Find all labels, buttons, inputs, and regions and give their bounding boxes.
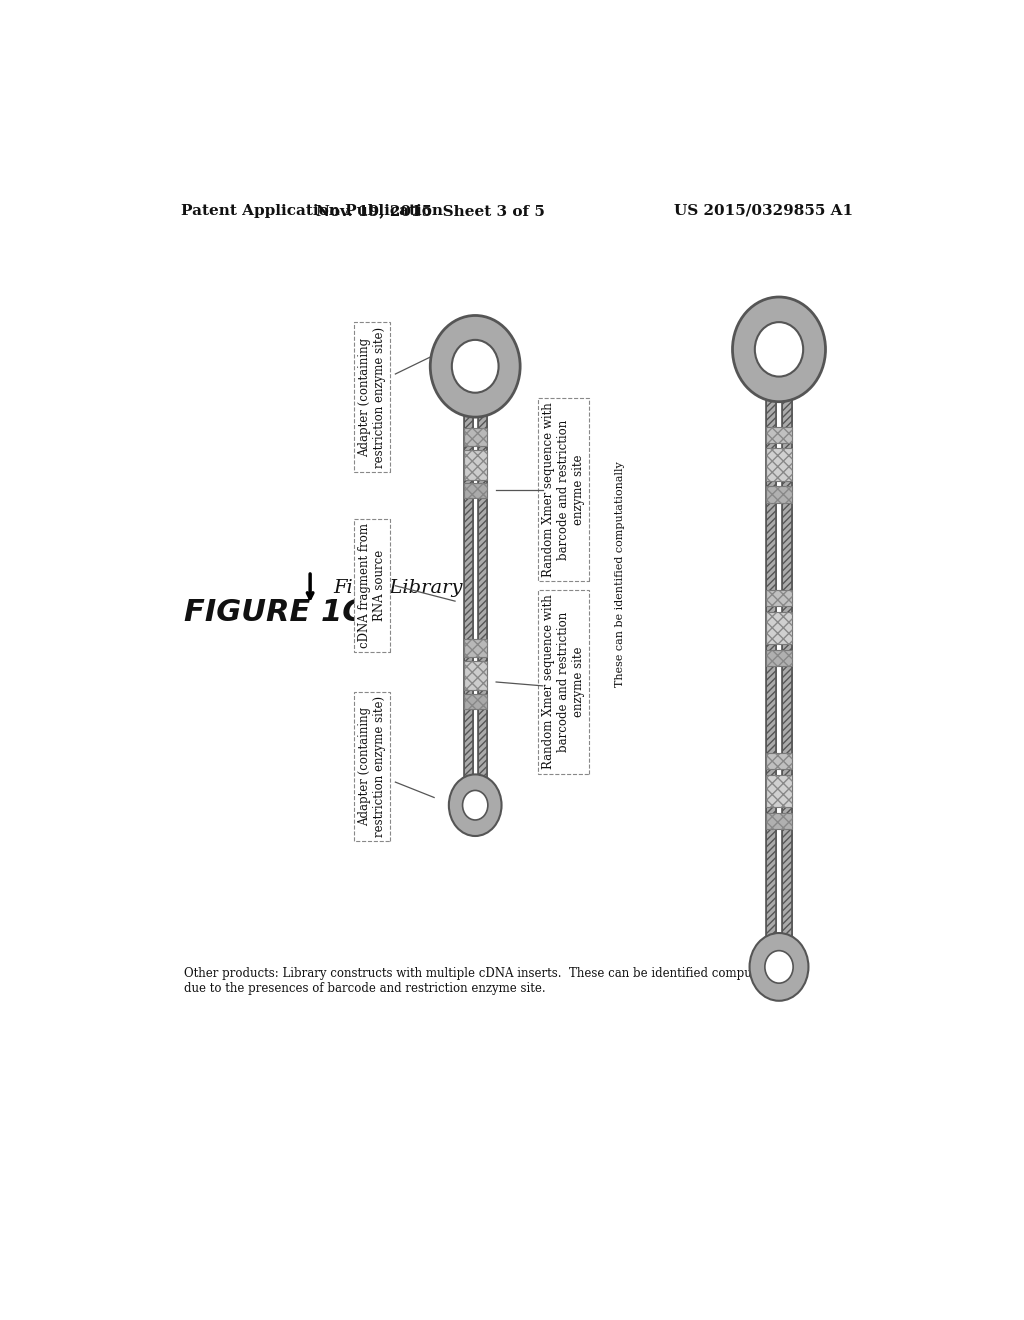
Bar — [766, 649, 792, 667]
Bar — [766, 590, 792, 606]
Bar — [766, 426, 792, 442]
Ellipse shape — [750, 933, 809, 1001]
Bar — [464, 694, 486, 709]
Bar — [766, 775, 792, 808]
Bar — [464, 428, 486, 446]
Ellipse shape — [449, 775, 502, 836]
Bar — [766, 426, 792, 442]
Bar — [781, 393, 792, 939]
Bar — [766, 393, 776, 939]
Bar — [464, 694, 486, 709]
Bar — [766, 611, 792, 644]
Ellipse shape — [765, 950, 794, 983]
Text: Adapter (containing
restriction enzyme site): Adapter (containing restriction enzyme s… — [358, 326, 386, 467]
Text: Random Xmer sequence with
barcode and restriction
enzyme site: Random Xmer sequence with barcode and re… — [542, 403, 585, 577]
Bar — [766, 611, 792, 644]
Text: These can be identified computationally: These can be identified computationally — [614, 461, 625, 688]
Ellipse shape — [430, 315, 520, 417]
Text: cDNA fragment from
RNA source: cDNA fragment from RNA source — [358, 523, 386, 648]
Bar — [766, 775, 792, 808]
Bar — [464, 661, 486, 690]
Text: Final Library: Final Library — [334, 579, 463, 597]
Text: Nov. 19, 2015  Sheet 3 of 5: Nov. 19, 2015 Sheet 3 of 5 — [315, 203, 545, 218]
Text: Patent Application Publication: Patent Application Publication — [180, 203, 442, 218]
Ellipse shape — [463, 791, 487, 820]
Bar — [766, 649, 792, 667]
Text: Other products: Library constructs with multiple cDNA inserts.  These can be ide: Other products: Library constructs with … — [183, 966, 807, 995]
Bar — [766, 754, 792, 770]
Ellipse shape — [452, 339, 499, 393]
Bar — [464, 409, 473, 779]
Text: Adapter (containing
restriction enzyme site): Adapter (containing restriction enzyme s… — [358, 696, 386, 837]
Bar — [464, 661, 486, 690]
Bar — [477, 409, 486, 779]
Bar — [766, 754, 792, 770]
Bar — [464, 483, 486, 498]
Ellipse shape — [755, 322, 803, 376]
Text: FIGURE 1C: FIGURE 1C — [183, 598, 365, 627]
Bar — [766, 590, 792, 606]
Bar — [766, 486, 792, 503]
Bar — [464, 450, 486, 479]
Bar — [464, 428, 486, 446]
Bar — [781, 393, 792, 939]
Bar — [464, 639, 486, 657]
Bar — [766, 449, 792, 480]
Bar — [477, 409, 486, 779]
Text: US 2015/0329855 A1: US 2015/0329855 A1 — [674, 203, 853, 218]
Bar — [464, 450, 486, 479]
Bar — [766, 486, 792, 503]
Bar — [766, 813, 792, 829]
Bar — [766, 393, 776, 939]
Bar — [766, 449, 792, 480]
Bar — [464, 409, 473, 779]
Bar — [766, 813, 792, 829]
Ellipse shape — [732, 297, 825, 401]
Bar — [464, 639, 486, 657]
Bar — [464, 483, 486, 498]
Text: Random Xmer sequence with
barcode and restriction
enzyme site: Random Xmer sequence with barcode and re… — [542, 594, 585, 770]
